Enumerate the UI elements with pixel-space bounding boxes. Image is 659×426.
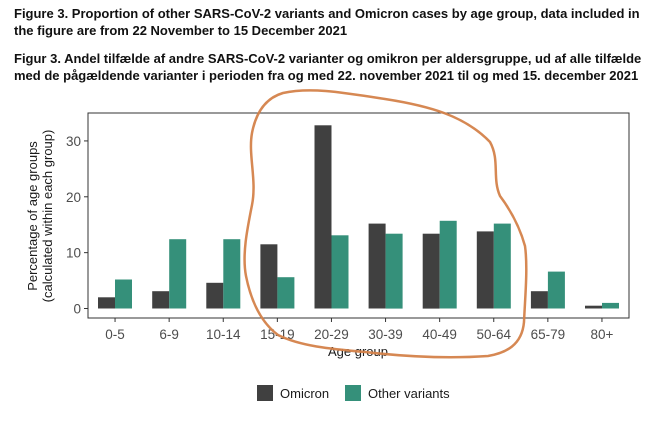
x-axis: 0-5 6-9 10-14 15-19 20-29 30-39 40-49 50-64 65-7… [105,318,614,342]
y-tick-label-20: 20 [66,190,81,205]
x-tick-label-65-79: 65-79 [531,327,566,342]
hand-drawn-annotation-circle [243,89,528,359]
x-tick-label-20-29: 20-29 [314,327,349,342]
x-tick-label-6-9: 6-9 [159,327,179,342]
bar-omicron-80 [585,305,602,309]
bar-other-variants-0-5 [115,279,132,309]
bar-omicron-30-39 [368,223,386,309]
bar-other-variants-80 [602,302,619,309]
bar-other-variants-6-9 [169,239,187,309]
figure-caption-danish: Figur 3. Andel tilfælde af andre SARS-Co… [14,51,642,83]
legend-label-other-variants: Other variants [368,386,450,401]
bar-omicron-10-14 [206,282,224,309]
y-tick-label-30: 30 [66,134,81,149]
bar-other-variants-10-14 [223,239,241,309]
y-axis-title-line-1: Percentage of age groups [25,141,40,291]
y-tick-label-10: 10 [66,246,81,261]
figure-caption-english: Figure 3. Proportion of other SARS-CoV-2… [14,6,640,38]
y-axis-title-line-2: (calculated within each group) [40,130,55,303]
bar-omicron-0-5 [98,297,115,309]
bars-group [98,125,619,309]
legend-label-omicron: Omicron [280,386,329,401]
y-axis: 0 10 20 30 [66,134,88,317]
bar-other-variants-30-39 [385,233,403,309]
legend-swatch-other-variants [345,385,361,401]
y-tick-label-0: 0 [73,302,81,317]
bar-omicron-40-49 [422,233,440,309]
plot-panel [87,112,630,319]
x-tick-label-40-49: 40-49 [422,327,457,342]
bar-omicron-20-29 [314,125,332,309]
x-tick-label-50-64: 50-64 [476,327,511,342]
bar-omicron-6-9 [152,291,170,309]
x-tick-label-80: 80+ [590,327,613,342]
bar-other-variants-15-19 [277,277,295,309]
x-tick-label-10-14: 10-14 [206,327,241,342]
bar-other-variants-65-79 [547,271,565,309]
bar-omicron-15-19 [260,244,278,309]
x-tick-label-0-5: 0-5 [105,327,125,342]
legend-swatch-omicron [257,385,273,401]
bar-omicron-50-64 [476,231,494,309]
bar-omicron-65-79 [530,291,548,309]
bar-other-variants-40-49 [439,220,457,309]
bar-other-variants-50-64 [493,223,511,309]
bar-other-variants-20-29 [331,235,349,309]
x-tick-label-30-39: 30-39 [368,327,403,342]
legend: Omicron Other variants [257,385,450,401]
